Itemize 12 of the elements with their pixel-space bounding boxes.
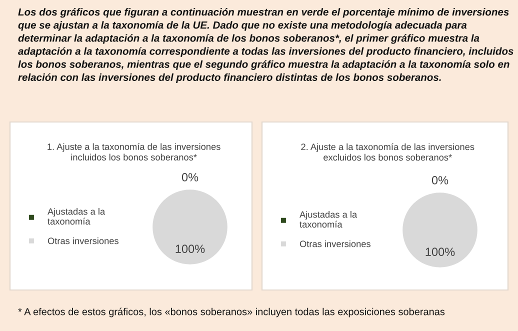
legend-label: Ajustadas a la taxonomía xyxy=(300,211,358,228)
text: 0% xyxy=(432,176,448,184)
text: Los dos gráficos que figuran a continuación muestran en verde el porcentaje mínimo de inversiones que se ajustan a la taxonomía de la UE. Dado que no existe una metodología adecuada para determinar la adaptación a la taxonomía de los bonos soberanos*, el primer gráfico muestra la adaptación a la taxonomía correspondiente a todas las inversiones del producto financiero, incluidos los bonos soberanos, mientras que el segundo gráfico muestra la adaptación a la taxonomía solo en relación con las inversiones del producto financiero distintas de los bonos soberanos. xyxy=(18,8,514,83)
legend-label: Ajustadas a la taxonomía xyxy=(48,208,106,225)
text: 0% xyxy=(182,173,198,182)
data-label: 100% xyxy=(176,244,205,254)
chart-title: 1. Ajuste a la taxonomía de las inversiones incluidos los bonos soberanos* xyxy=(48,143,220,160)
data-label: 100% xyxy=(426,248,455,256)
text: * A efectos de estos gráficos, los «bonos soberanos» incluyen todas las exposiciones soberanas xyxy=(18,308,445,318)
legend-label: Otras inversiones xyxy=(48,237,118,244)
legend-label: Otras inversiones xyxy=(300,240,370,248)
chart-title: 2. Ajuste a la taxonomía de las inversiones excluidos los bonos soberanos* xyxy=(301,143,474,161)
